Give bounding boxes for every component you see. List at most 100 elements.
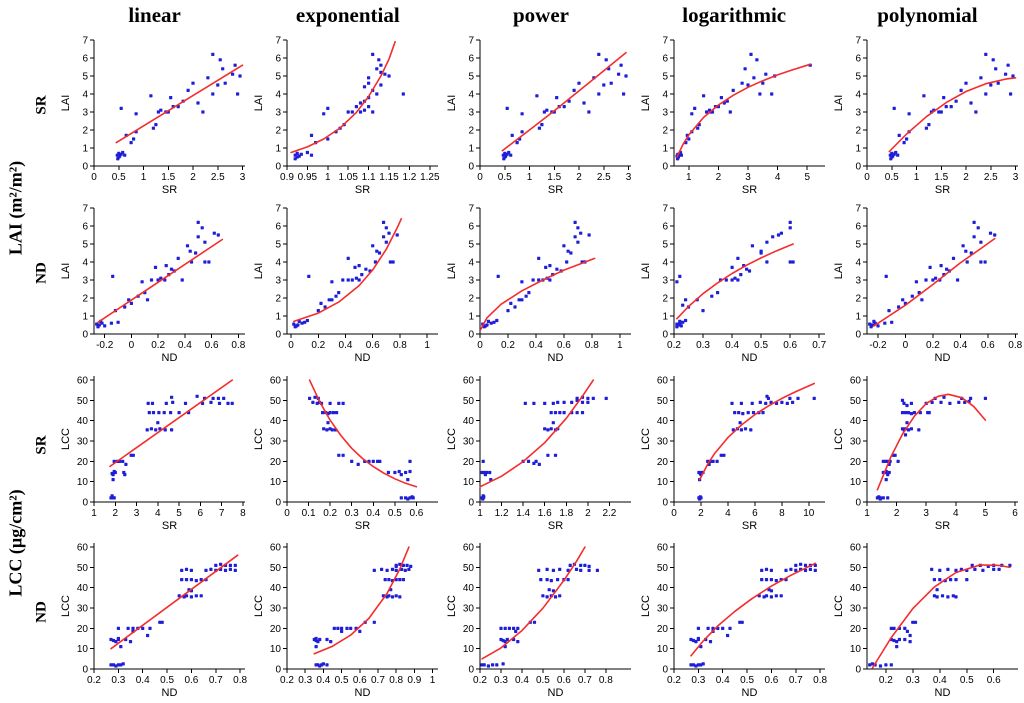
svg-text:1: 1 bbox=[141, 172, 147, 183]
svg-text:4: 4 bbox=[276, 90, 282, 101]
panel-lai-nd-linear: -0.2 0 0.2 0.4 0.6 0.8 0 1 2 3 4 5 6 7 ND LAI bbox=[58, 200, 251, 368]
axes bbox=[90, 207, 245, 338]
svg-text:0: 0 bbox=[855, 665, 861, 676]
panel-lai-sr-polynomial: 0 0.5 1 1.5 2 2.5 3 0 1 2 3 4 5 6 7 SR LAI bbox=[831, 32, 1024, 200]
svg-text:0: 0 bbox=[276, 162, 282, 173]
fit-line bbox=[479, 378, 595, 488]
svg-text:2: 2 bbox=[577, 172, 583, 183]
svg-text:2: 2 bbox=[698, 508, 704, 519]
svg-text:5: 5 bbox=[662, 239, 668, 250]
svg-text:1: 1 bbox=[276, 144, 282, 155]
svg-text:0.4: 0.4 bbox=[933, 675, 947, 686]
tick-labels: 0 0.5 1 1.5 2 2.5 3 0 1 2 3 4 5 6 7 bbox=[855, 36, 1018, 184]
panel-lai-sr-logarithmic: 1 2 3 4 5 0 1 2 3 4 5 6 7 SR LAI bbox=[638, 32, 831, 200]
svg-text:1.05: 1.05 bbox=[339, 172, 359, 183]
svg-text:50: 50 bbox=[77, 563, 89, 574]
fit-line bbox=[888, 77, 1017, 153]
svg-text:0.2: 0.2 bbox=[501, 340, 515, 351]
svg-text:0.1: 0.1 bbox=[302, 508, 316, 519]
svg-text:0.6: 0.6 bbox=[557, 340, 571, 351]
y-axis-label: LAI bbox=[640, 262, 652, 279]
svg-text:0.4: 0.4 bbox=[339, 340, 353, 351]
svg-text:0.2: 0.2 bbox=[667, 340, 681, 351]
svg-text:4: 4 bbox=[276, 257, 282, 268]
svg-text:0: 0 bbox=[855, 162, 861, 173]
svg-text:0.6: 0.6 bbox=[981, 340, 995, 351]
svg-text:10: 10 bbox=[850, 644, 862, 655]
svg-text:7: 7 bbox=[855, 203, 861, 214]
y-axis-label: LCC bbox=[640, 427, 652, 449]
svg-text:1.1: 1.1 bbox=[362, 172, 376, 183]
svg-text:5: 5 bbox=[855, 239, 861, 250]
svg-text:1: 1 bbox=[82, 144, 88, 155]
x-axis-label: ND bbox=[355, 687, 371, 699]
svg-text:0.4: 0.4 bbox=[725, 340, 739, 351]
svg-text:0: 0 bbox=[469, 497, 475, 508]
scatter-points bbox=[292, 220, 399, 329]
svg-text:40: 40 bbox=[77, 583, 89, 594]
svg-text:0.7: 0.7 bbox=[371, 675, 385, 686]
svg-text:7: 7 bbox=[662, 203, 668, 214]
svg-text:50: 50 bbox=[77, 395, 89, 406]
svg-text:20: 20 bbox=[77, 624, 89, 635]
x-axis-label: SR bbox=[162, 184, 177, 196]
svg-text:3: 3 bbox=[276, 275, 282, 286]
svg-text:1: 1 bbox=[686, 172, 692, 183]
svg-text:0.5: 0.5 bbox=[388, 508, 402, 519]
svg-text:0.8: 0.8 bbox=[813, 675, 827, 686]
axes bbox=[283, 207, 439, 338]
svg-text:20: 20 bbox=[77, 456, 89, 467]
svg-text:50: 50 bbox=[463, 395, 475, 406]
fit-line bbox=[115, 64, 244, 144]
svg-text:2: 2 bbox=[112, 508, 118, 519]
svg-text:0.5: 0.5 bbox=[754, 340, 768, 351]
x-axis-label: SR bbox=[741, 520, 756, 532]
svg-text:4: 4 bbox=[855, 90, 861, 101]
axes bbox=[862, 207, 1018, 338]
row-label-nd-lai: ND bbox=[33, 262, 50, 284]
svg-text:1: 1 bbox=[91, 508, 97, 519]
panel-lcc-sr-power: 1 1.2 1.4 1.6 1.8 2 2.2 0 10 20 30 40 50 60 SR LCC bbox=[444, 368, 637, 536]
svg-text:1: 1 bbox=[478, 508, 484, 519]
svg-text:0.6: 0.6 bbox=[783, 340, 797, 351]
svg-text:2: 2 bbox=[855, 126, 861, 137]
svg-text:2: 2 bbox=[585, 508, 591, 519]
panel-lcc-nd-linear: 0.2 0.3 0.4 0.5 0.6 0.7 0.8 0 10 20 30 40 50 60 ND LCC bbox=[58, 535, 251, 703]
svg-text:5: 5 bbox=[82, 239, 88, 250]
svg-text:10: 10 bbox=[850, 477, 862, 488]
svg-text:0.2: 0.2 bbox=[926, 340, 940, 351]
svg-text:5: 5 bbox=[855, 72, 861, 83]
svg-text:1.2: 1.2 bbox=[495, 508, 509, 519]
panel-lai-nd-exponential: 0 0.2 0.4 0.6 0.8 1 0 1 2 3 4 5 6 7 ND LAI bbox=[251, 200, 444, 368]
scatter-points bbox=[109, 562, 237, 668]
row-label-sr-lai: SR bbox=[33, 95, 50, 115]
axes bbox=[862, 39, 1018, 170]
svg-text:6: 6 bbox=[469, 221, 475, 232]
panel-lai-nd-power: 0 0.2 0.4 0.6 0.8 1 0 1 2 3 4 5 6 7 ND LAI bbox=[444, 200, 637, 368]
panel-lcc-nd-power: 0.2 0.3 0.4 0.5 0.6 0.7 0.8 0 10 20 30 40 50 60 ND LCC bbox=[444, 535, 637, 703]
svg-text:20: 20 bbox=[656, 456, 668, 467]
svg-text:5: 5 bbox=[82, 72, 88, 83]
column-title-logarithmic: logarithmic bbox=[682, 3, 787, 27]
svg-text:0.4: 0.4 bbox=[367, 508, 381, 519]
tick-labels: 0.2 0.3 0.4 0.5 0.6 0.7 0.8 0 10 20 30 40 50 60 bbox=[656, 543, 827, 686]
panel-lai-sr-exponential: 0.9 0.95 1 1.05 1.1 1.15 1.2 1.25 0 1 2 3 4 5 6 7 SR LAI bbox=[251, 32, 444, 200]
svg-text:0.5: 0.5 bbox=[960, 675, 974, 686]
svg-text:0: 0 bbox=[662, 665, 668, 676]
y-axis-label: LAI bbox=[833, 262, 845, 279]
svg-text:50: 50 bbox=[850, 395, 862, 406]
svg-text:0.2: 0.2 bbox=[879, 675, 893, 686]
x-axis-label: ND bbox=[741, 352, 757, 364]
svg-text:30: 30 bbox=[656, 604, 668, 615]
svg-text:0: 0 bbox=[469, 329, 475, 340]
svg-text:0: 0 bbox=[82, 162, 88, 173]
axes bbox=[90, 39, 245, 170]
tick-labels: 0 0.5 1 1.5 2 2.5 3 0 1 2 3 4 5 6 7 bbox=[469, 36, 632, 184]
x-axis-label: ND bbox=[741, 687, 757, 699]
x-axis-label: SR bbox=[355, 520, 370, 532]
svg-text:4: 4 bbox=[82, 90, 88, 101]
panel-lcc-sr-logarithmic: 0 2 4 6 8 10 0 10 20 30 40 50 60 SR LCC bbox=[638, 368, 831, 536]
svg-text:0.7: 0.7 bbox=[578, 675, 592, 686]
svg-text:10: 10 bbox=[77, 644, 89, 655]
